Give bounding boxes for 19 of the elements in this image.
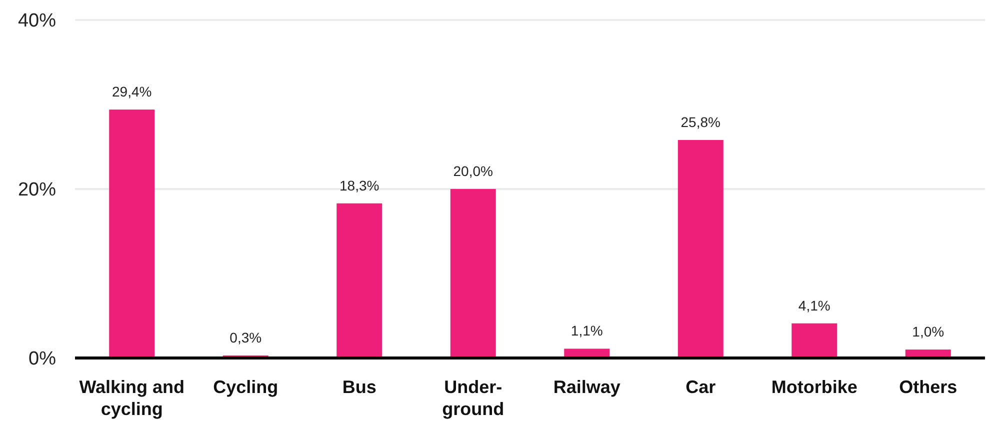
x-tick-label: Others xyxy=(899,377,958,397)
data-label: 29,4% xyxy=(112,84,152,100)
data-label: 18,3% xyxy=(340,177,380,194)
y-tick-label: 20% xyxy=(18,180,56,201)
data-label: 25,8% xyxy=(680,114,720,130)
data-label: 1,0% xyxy=(912,324,944,340)
data-label: 0,3% xyxy=(230,329,262,346)
data-label: 1,1% xyxy=(570,322,603,339)
x-tick-label: Car xyxy=(686,377,716,397)
x-tick-label: Railway xyxy=(553,377,620,397)
y-tick-label: 0% xyxy=(28,348,56,370)
x-tick-label: Bus xyxy=(342,377,376,397)
x-tick-label: Under-ground xyxy=(442,377,504,419)
data-label: 20,0% xyxy=(453,163,493,179)
x-tick-label: Motorbike xyxy=(771,377,858,397)
x-tick-label: Cycling xyxy=(213,377,278,397)
y-tick-label: 40% xyxy=(18,10,56,32)
x-tick-label: Walking and cycling xyxy=(79,377,185,419)
data-label: 4,1% xyxy=(798,297,830,314)
